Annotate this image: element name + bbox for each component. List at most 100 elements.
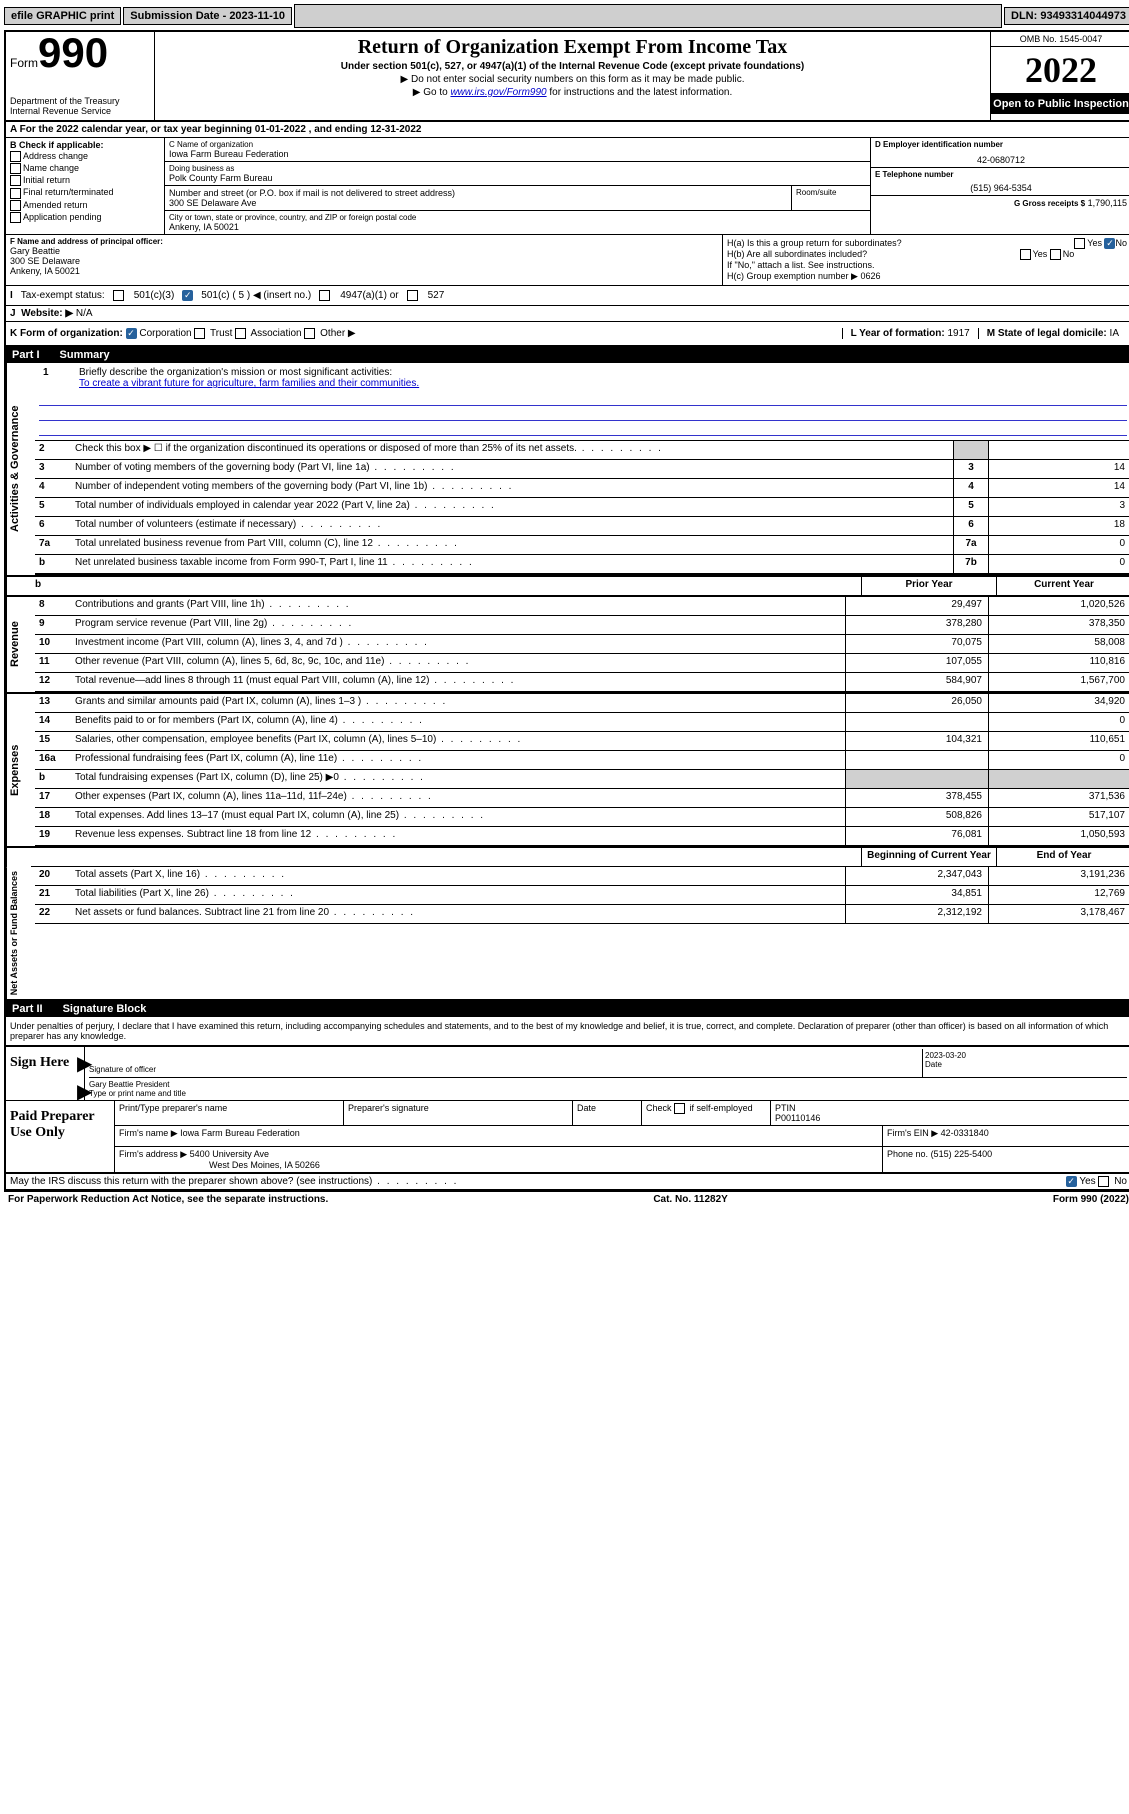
prep-title: Paid Preparer Use Only xyxy=(6,1101,114,1172)
chk-name[interactable]: Name change xyxy=(10,163,160,174)
h-b: H(b) Are all subordinates included? Yes … xyxy=(727,249,1127,259)
sign-arrow-icon: ▶ xyxy=(77,1051,92,1076)
blank-line-3 xyxy=(39,423,1127,436)
chk-amended[interactable]: Amended return xyxy=(10,200,160,211)
net-head-row: Beginning of Current Year End of Year xyxy=(6,846,1129,867)
chk-final[interactable]: Final return/terminated xyxy=(10,187,160,198)
sig-name: Gary Beattie President xyxy=(89,1080,1127,1089)
table-row: 22Net assets or fund balances. Subtract … xyxy=(35,905,1129,924)
row-prior: 378,455 xyxy=(845,789,988,807)
ag-val: 14 xyxy=(988,460,1129,478)
k-trust[interactable] xyxy=(194,328,205,339)
k-assoc[interactable] xyxy=(235,328,246,339)
table-row: 14Benefits paid to or for members (Part … xyxy=(35,713,1129,732)
k-other[interactable] xyxy=(304,328,315,339)
ag-desc: Total number of individuals employed in … xyxy=(71,498,953,516)
row-desc: Total expenses. Add lines 13–17 (must eq… xyxy=(71,808,845,826)
sig-officer-lab: Signature of officer xyxy=(89,1049,922,1077)
begin-year-head: Beginning of Current Year xyxy=(861,848,996,866)
k-corp[interactable]: ✓ xyxy=(126,328,137,339)
row-num: 16a xyxy=(35,751,71,769)
hb-no-lab: No xyxy=(1063,249,1075,259)
blank-desc xyxy=(67,577,861,595)
discuss-yes[interactable]: ✓ xyxy=(1066,1176,1077,1187)
row-num: 14 xyxy=(35,713,71,731)
submission-btn[interactable]: Submission Date ‐ 2023-11-10 xyxy=(123,7,292,25)
mission-lab: Briefly describe the organization's miss… xyxy=(79,367,392,378)
form-number: 990 xyxy=(38,29,108,76)
ag-desc: Net unrelated business taxable income fr… xyxy=(71,555,953,573)
h-a: H(a) Is this a group return for subordin… xyxy=(727,238,1127,248)
exp-content: 13Grants and similar amounts paid (Part … xyxy=(35,694,1129,846)
prep-firm-row: Firm's name ▶ Iowa Farm Bureau Federatio… xyxy=(115,1126,1129,1147)
row-num: b xyxy=(35,770,71,788)
ag-desc: Number of independent voting members of … xyxy=(71,479,953,497)
foot-left: For Paperwork Reduction Act Notice, see … xyxy=(8,1194,328,1205)
row-current xyxy=(988,770,1129,788)
table-row: 13Grants and similar amounts paid (Part … xyxy=(35,694,1129,713)
row-desc: Salaries, other compensation, employee b… xyxy=(71,732,845,750)
row-num: 8 xyxy=(35,597,71,615)
sig-date-lab: Date xyxy=(925,1060,1125,1069)
f-city: Ankeny, IA 50021 xyxy=(10,266,718,276)
ha-no[interactable]: ✓ xyxy=(1104,238,1115,249)
chk-pending[interactable]: Application pending xyxy=(10,212,160,223)
phone-lab: Phone no. xyxy=(887,1149,928,1159)
ag-num: 3 xyxy=(35,460,71,478)
j-val: N/A xyxy=(76,308,93,319)
hb-yes[interactable] xyxy=(1020,249,1031,260)
gross-lab: G Gross receipts $ xyxy=(1014,199,1085,208)
row-current: 1,567,700 xyxy=(988,673,1129,691)
row-klm: K Form of organization: ✓ Corporation Tr… xyxy=(6,322,1129,347)
net-content: 20Total assets (Part X, line 16)2,347,04… xyxy=(35,867,1129,999)
omb: OMB No. 1545-0047 xyxy=(991,32,1129,47)
prep-h5: PTIN P00110146 xyxy=(771,1101,1129,1125)
table-row: 11Other revenue (Part VIII, column (A), … xyxy=(35,654,1129,673)
ag-val: 0 xyxy=(988,555,1129,573)
row-desc: Professional fundraising fees (Part IX, … xyxy=(71,751,845,769)
row-i: I Tax-exempt status: 501(c)(3) ✓501(c) (… xyxy=(6,286,1129,306)
sig-date: 2023-03-20 xyxy=(925,1051,1125,1060)
ag-val: 3 xyxy=(988,498,1129,516)
row-prior: 107,055 xyxy=(845,654,988,672)
prep-self-chk[interactable] xyxy=(674,1103,685,1114)
side-spacer xyxy=(6,577,31,595)
part1-tag: Part I xyxy=(12,349,40,361)
row-current: 110,651 xyxy=(988,732,1129,750)
table-row: 20Total assets (Part X, line 16)2,347,04… xyxy=(35,867,1129,886)
row-num: 18 xyxy=(35,808,71,826)
discuss-yes-lab: Yes xyxy=(1079,1176,1095,1187)
addr1: 5400 University Ave xyxy=(190,1149,269,1159)
i-527[interactable] xyxy=(407,290,418,301)
ag-row: 3Number of voting members of the governi… xyxy=(35,460,1129,479)
chk-address[interactable]: Address change xyxy=(10,151,160,162)
ag-desc: Total unrelated business revenue from Pa… xyxy=(71,536,953,554)
row-a: A For the 2022 calendar year, or tax yea… xyxy=(6,122,1129,138)
row-prior: 2,347,043 xyxy=(845,867,988,885)
i-501c[interactable]: ✓ xyxy=(182,290,193,301)
i-501c3[interactable] xyxy=(113,290,124,301)
ag-row: 6Total number of volunteers (estimate if… xyxy=(35,517,1129,536)
hb-no[interactable] xyxy=(1050,249,1061,260)
instr2-link[interactable]: www.irs.gov/Form990 xyxy=(450,87,546,98)
row-desc: Other revenue (Part VIII, column (A), li… xyxy=(71,654,845,672)
foot-right: Form 990 (2022) xyxy=(1053,1194,1129,1205)
ha-yes[interactable] xyxy=(1074,238,1085,249)
phone-val: (515) 225-5400 xyxy=(931,1149,993,1159)
ag-box: 6 xyxy=(953,517,988,535)
chk-initial[interactable]: Initial return xyxy=(10,175,160,186)
i-4947[interactable] xyxy=(319,290,330,301)
chk-address-label: Address change xyxy=(23,151,88,161)
row-prior xyxy=(845,713,988,731)
i-527-lab: 527 xyxy=(428,290,445,301)
h-c: H(c) Group exemption number ▶ 0626 xyxy=(727,271,1127,282)
table-row: 17Other expenses (Part IX, column (A), l… xyxy=(35,789,1129,808)
table-row: bTotal fundraising expenses (Part IX, co… xyxy=(35,770,1129,789)
row-current: 34,920 xyxy=(988,694,1129,712)
f-street: 300 SE Delaware xyxy=(10,256,718,266)
discuss-no[interactable] xyxy=(1098,1176,1109,1187)
row-desc: Total liabilities (Part X, line 26) xyxy=(71,886,845,904)
ag-num: 5 xyxy=(35,498,71,516)
mission-text[interactable]: To create a vibrant future for agricultu… xyxy=(79,378,419,389)
efile-btn[interactable]: efile GRAPHIC print xyxy=(4,7,121,25)
